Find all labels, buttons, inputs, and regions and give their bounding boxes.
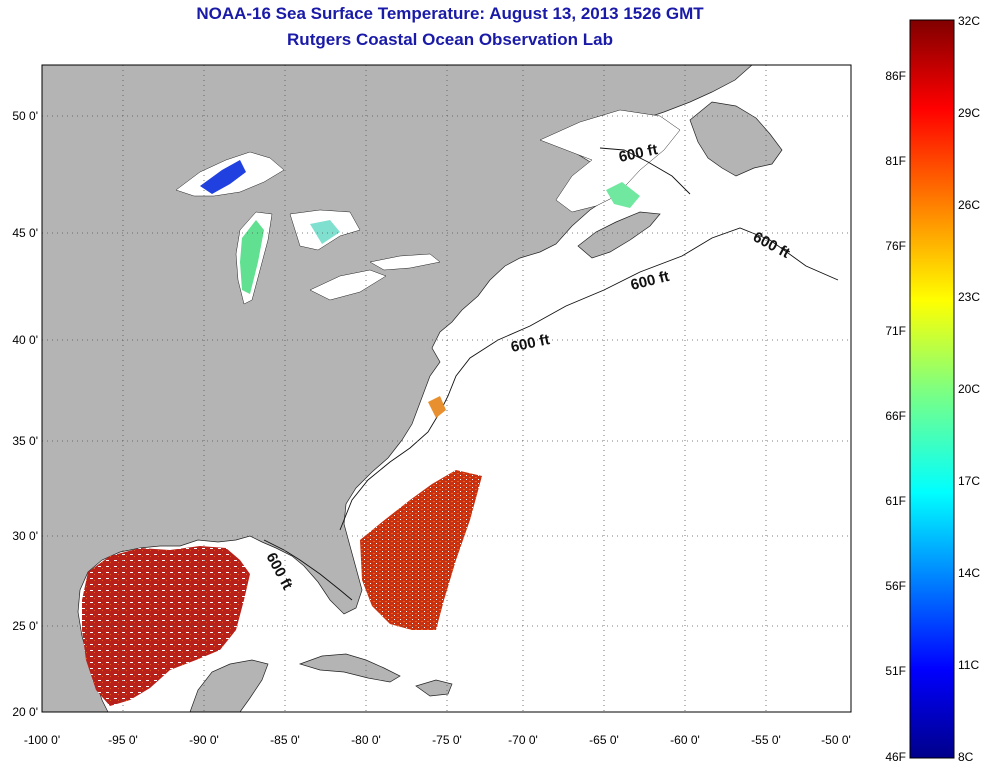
lat-tick: 20 0' — [12, 705, 38, 719]
colorbar-c-label: 29C — [958, 106, 980, 120]
lon-tick: -80 0' — [351, 733, 381, 747]
map-title: NOAA-16 Sea Surface Temperature: August … — [196, 4, 704, 23]
newfoundland — [689, 101, 783, 177]
lon-tick: -70 0' — [508, 733, 538, 747]
colorbar-c-label: 14C — [958, 566, 980, 580]
lat-tick: 50 0' — [12, 109, 38, 123]
map-area: 600 ft 600 ft 600 ft 600 ft 600 ft -100 … — [12, 64, 852, 747]
lon-tick: -95 0' — [108, 733, 138, 747]
map-subtitle: Rutgers Coastal Ocean Observation Lab — [287, 30, 613, 49]
colorbar-c-label: 8C — [958, 750, 974, 764]
lon-tick: -75 0' — [432, 733, 462, 747]
lat-tick: 40 0' — [12, 333, 38, 347]
colorbar-c-label: 17C — [958, 474, 980, 488]
atlantic-sst-swath — [360, 470, 482, 630]
colorbar-f-label: 56F — [885, 579, 906, 593]
carolina-sst-patch — [428, 396, 446, 418]
lon-tick: -65 0' — [589, 733, 619, 747]
colorbar-f-label: 81F — [885, 154, 906, 168]
hispaniola — [415, 679, 453, 697]
lat-tick: 35 0' — [12, 434, 38, 448]
lon-tick: -90 0' — [189, 733, 219, 747]
gulf-sst-swath — [82, 546, 250, 706]
temperature-colorbar: 32C 29C 26C 23C 20C 17C 14C 11C 8C 86F 8… — [885, 14, 980, 764]
colorbar-c-label: 26C — [958, 198, 980, 212]
st-lawrence-sst — [606, 182, 640, 208]
great-lakes — [175, 151, 441, 305]
lon-tick: -100 0' — [24, 733, 60, 747]
colorbar-c-label: 20C — [958, 382, 980, 396]
colorbar-f-label: 66F — [885, 409, 906, 423]
colorbar-f-label: 46F — [885, 750, 906, 764]
lon-tick: -50 0' — [821, 733, 851, 747]
cuba — [298, 653, 401, 683]
colorbar-f-label: 76F — [885, 239, 906, 253]
colorbar-c-label: 32C — [958, 14, 980, 28]
lat-tick: 45 0' — [12, 226, 38, 240]
colorbar-c-label: 11C — [958, 658, 979, 672]
lon-tick: -85 0' — [270, 733, 300, 747]
colorbar-c-label: 23C — [958, 290, 980, 304]
lon-tick: -60 0' — [670, 733, 700, 747]
nova-scotia — [577, 211, 661, 259]
colorbar-f-label: 61F — [885, 494, 906, 508]
lat-tick: 30 0' — [12, 529, 38, 543]
lon-tick: -55 0' — [751, 733, 781, 747]
colorbar-f-label: 51F — [885, 664, 906, 678]
lat-tick: 25 0' — [12, 619, 38, 633]
colorbar-f-label: 71F — [885, 324, 906, 338]
yucatan — [189, 659, 269, 713]
colorbar-f-label: 86F — [885, 69, 906, 83]
